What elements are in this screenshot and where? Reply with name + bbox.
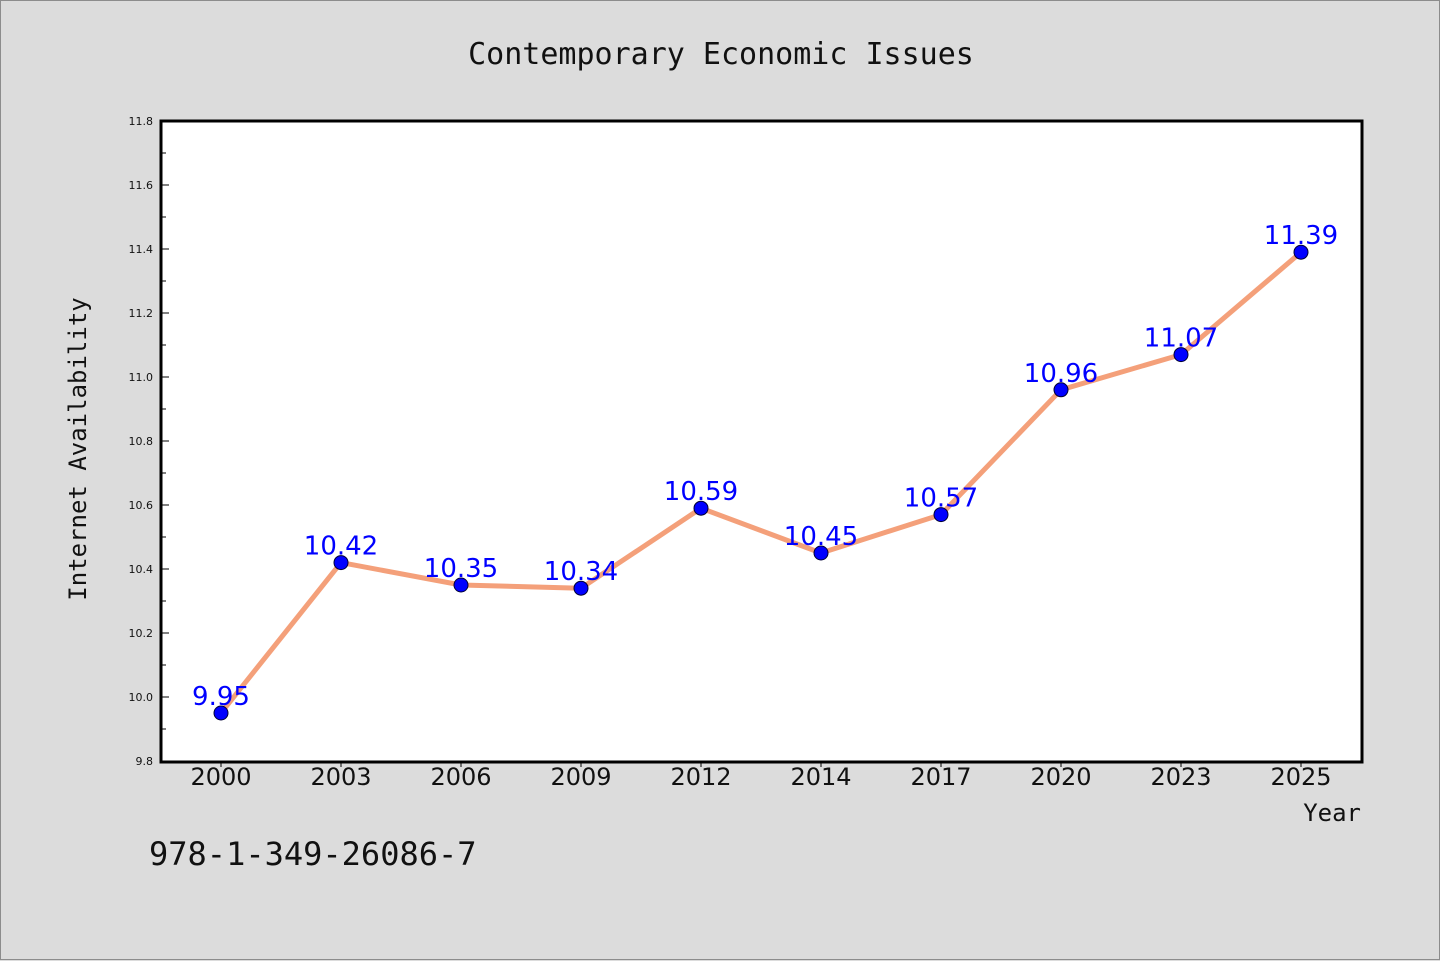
data-label: 11.07 <box>1144 324 1218 354</box>
x-tick-label: 2003 <box>310 763 371 791</box>
data-label: 9.95 <box>192 682 250 712</box>
y-tick-label: 10.0 <box>129 691 154 704</box>
plot-area <box>159 119 1364 764</box>
data-point <box>933 507 949 523</box>
x-tick-label: 2006 <box>430 763 491 791</box>
data-label: 10.59 <box>664 477 738 507</box>
data-point <box>693 500 709 516</box>
data-label-group: 9.95 10.42 10.35 10.34 10.59 10.45 10.57 10.96 1… <box>192 221 1338 712</box>
y-tick-label: 11.8 <box>129 115 154 128</box>
data-label: 10.96 <box>1024 359 1098 389</box>
data-point <box>1173 347 1189 363</box>
y-axis-label: Internet Availability <box>64 297 92 600</box>
y-tick-label: 9.8 <box>136 755 154 768</box>
data-point <box>333 555 349 571</box>
data-point <box>1293 244 1309 260</box>
data-point <box>213 705 229 721</box>
data-label: 11.39 <box>1264 221 1338 251</box>
data-label: 10.45 <box>784 522 858 552</box>
x-axis-label: Year <box>1303 799 1361 827</box>
data-label: 10.35 <box>424 554 498 584</box>
chart-title: Contemporary Economic Issues <box>468 37 974 72</box>
series-line <box>219 250 1303 715</box>
x-tick-label: 2020 <box>1030 763 1091 791</box>
x-tick-label: 2017 <box>910 763 971 791</box>
y-tick-label: 10.8 <box>129 435 154 448</box>
y-tick-label: 11.6 <box>129 179 154 192</box>
data-point <box>573 580 589 596</box>
data-point <box>453 577 469 593</box>
y-tick-label: 11.0 <box>129 371 154 384</box>
x-tick-label: 2014 <box>790 763 851 791</box>
series-line-group <box>219 250 1303 715</box>
isbn-text: 978-1-349-26086-7 <box>149 835 477 873</box>
y-tick-label: 11.2 <box>129 307 154 320</box>
data-label: 10.42 <box>304 532 378 562</box>
y-tick-label: 10.2 <box>129 627 154 640</box>
y-tick-label: 11.4 <box>129 243 154 256</box>
x-axis-ticks: 2000 2003 2006 2009 2012 2014 2017 2020 2023 2025 <box>190 761 1332 791</box>
data-label: 10.57 <box>904 484 978 514</box>
y-tick-label: 10.4 <box>129 563 154 576</box>
x-tick-label: 2023 <box>1150 763 1211 791</box>
x-tick-label: 2025 <box>1270 763 1331 791</box>
x-tick-label: 2000 <box>190 763 251 791</box>
x-tick-label: 2009 <box>550 763 611 791</box>
data-point <box>813 545 829 561</box>
marker-group <box>213 244 1309 721</box>
data-point <box>1053 382 1069 398</box>
x-tick-label: 2012 <box>670 763 731 791</box>
y-axis-ticks: 9.8 10.0 10.2 10.4 10.6 10.8 11.0 11.2 11.4 11.6 1… <box>129 115 169 768</box>
data-label: 10.34 <box>544 557 618 587</box>
y-tick-label: 10.6 <box>129 499 154 512</box>
